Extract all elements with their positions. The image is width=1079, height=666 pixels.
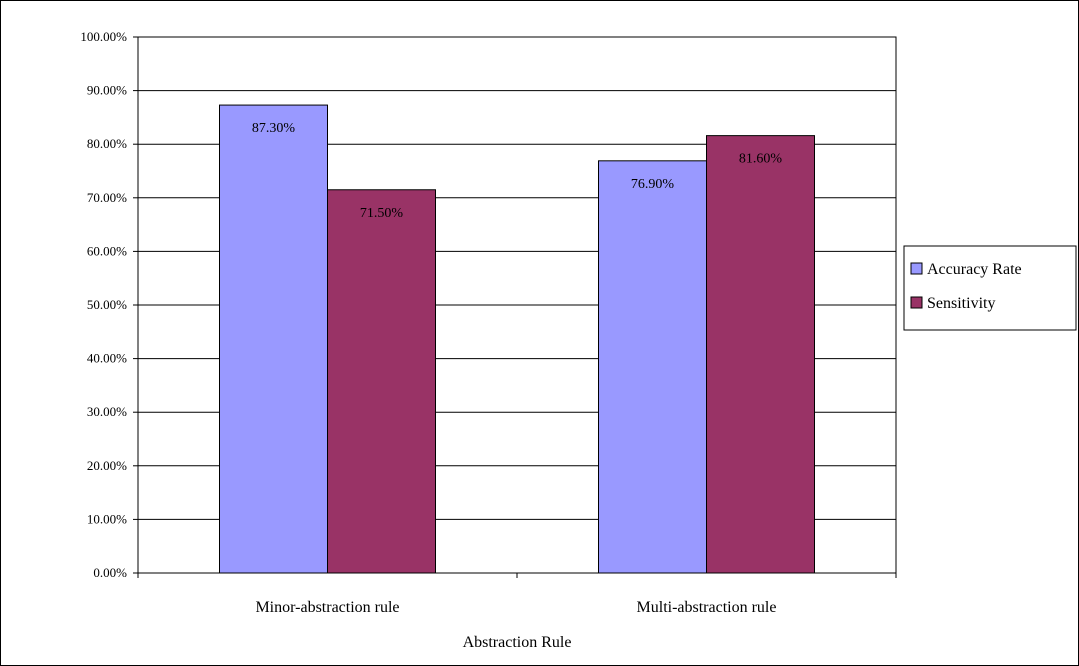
legend-label: Sensitivity [927, 295, 995, 312]
bars [219, 104, 815, 574]
data-label: 71.50% [360, 206, 404, 221]
y-tick-label: 80.00% [87, 136, 127, 151]
y-tick-label: 0.00% [93, 565, 127, 580]
bar-sensitivity [706, 135, 815, 574]
legend-box [903, 245, 1077, 331]
axes [133, 36, 897, 578]
y-tick-label: 10.00% [87, 511, 127, 526]
x-tick-labels: Minor-abstraction rule Multi-abstraction … [255, 599, 776, 616]
x-tick-label: Multi-abstraction rule [637, 599, 777, 616]
y-tick-label: 70.00% [87, 190, 127, 205]
y-tick-label: 40.00% [87, 351, 127, 366]
bar-accuracy-rate [219, 104, 328, 574]
y-tick-label: 100.00% [80, 29, 127, 44]
data-label: 81.60% [739, 152, 783, 167]
x-axis-label: Abstraction Rule [463, 634, 572, 651]
bar-accuracy-rate [598, 160, 707, 574]
y-tick-label: 30.00% [87, 404, 127, 419]
y-tick-label: 90.00% [87, 83, 127, 98]
legend-label: Accuracy Rate [927, 261, 1022, 278]
y-tick-labels: 0.00% 10.00% 20.00% 30.00% 40.00% 50.00% 60.00… [80, 29, 127, 580]
legend-swatch [910, 296, 923, 309]
y-tick-label: 50.00% [87, 297, 127, 312]
x-tick-label: Minor-abstraction rule [255, 599, 399, 616]
data-label: 87.30% [252, 121, 296, 136]
legend-swatch [910, 262, 923, 275]
legend: Accuracy Rate Sensitivity [903, 245, 1077, 331]
y-tick-label: 60.00% [87, 243, 127, 258]
data-labels: 87.30% 71.50% 76.90% 81.60% [252, 121, 783, 221]
data-label: 76.90% [631, 177, 675, 192]
y-tick-label: 20.00% [87, 458, 127, 473]
bar-sensitivity [327, 189, 436, 574]
